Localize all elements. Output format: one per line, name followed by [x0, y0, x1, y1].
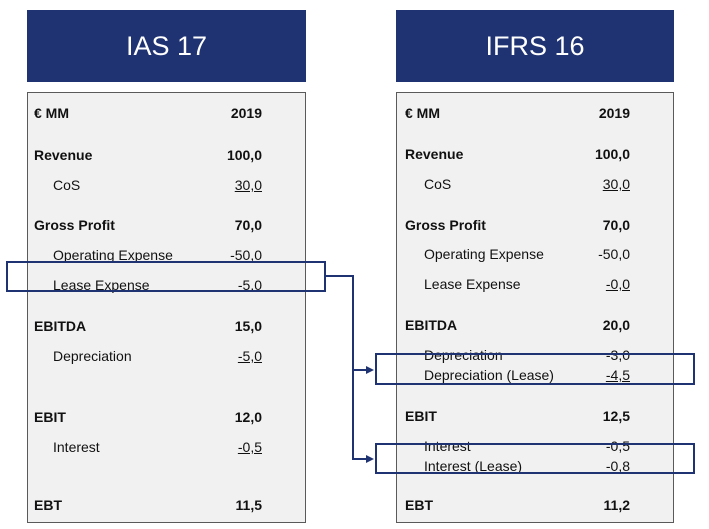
depreciation-lease-highlight — [375, 353, 695, 385]
line-item-interest: Interest -0,5 — [28, 439, 305, 459]
line-item-gross-profit: Gross Profit 70,0 — [397, 217, 673, 237]
line-item-depreciation: Depreciation -5,0 — [28, 348, 305, 368]
panel-body: € MM 2019 Revenue 100,0 CoS 30,0 Gross P… — [27, 92, 306, 523]
ifrs16-panel: IFRS 16 € MM 2019 Revenue 100,0 CoS 30,0… — [396, 10, 674, 523]
line-item-ebit: EBIT 12,0 — [28, 409, 305, 429]
currency-label: € MM — [34, 105, 69, 121]
line-item-label: EBT — [405, 497, 433, 513]
interest-lease-highlight — [375, 443, 695, 474]
line-item-ebt: EBT 11,2 — [397, 497, 673, 517]
line-item-value: -4,5 — [605, 367, 630, 383]
currency-label: € MM — [405, 105, 440, 121]
line-item-label: Lease Expense — [53, 277, 150, 293]
arrow-to-depreciation-lease — [326, 275, 374, 374]
line-item-label: Operating Expense — [424, 246, 544, 262]
header-row: € MM 2019 — [397, 105, 673, 125]
line-item-lease-expense: Lease Expense -5,0 — [28, 277, 305, 297]
line-item-depreciation: Depreciation -3,0 — [397, 347, 673, 367]
line-item-label: Interest (Lease) — [424, 458, 523, 474]
line-item-label: Lease Expense — [424, 276, 521, 292]
line-item-value: -5,0 — [237, 277, 262, 293]
line-item-label: Operating Expense — [53, 247, 173, 263]
line-item-gross-profit: Gross Profit 70,0 — [28, 217, 305, 237]
line-item-cos: CoS 30,0 — [28, 177, 305, 197]
line-item-value: -0,0 — [605, 276, 630, 292]
line-item-label: Interest — [53, 439, 100, 455]
line-item-label: Depreciation (Lease) — [424, 367, 554, 383]
year-label: 2019 — [598, 105, 630, 121]
line-item-label: EBIT — [405, 408, 437, 424]
line-item-revenue: Revenue 100,0 — [28, 147, 305, 167]
panel-header: IAS 17 — [27, 10, 306, 82]
line-item-interest: Interest -0,5 — [397, 438, 673, 458]
line-item-label: CoS — [424, 176, 452, 192]
line-item-value: 11,2 — [603, 497, 630, 513]
line-item-label: EBIT — [34, 409, 66, 425]
line-item-value: 30,0 — [234, 177, 262, 193]
line-item-label: Gross Profit — [405, 217, 486, 233]
line-item-value: -0,8 — [605, 458, 630, 474]
line-item-operating-expense: Operating Expense -50,0 — [397, 246, 673, 266]
line-item-label: Revenue — [34, 147, 93, 163]
line-item-value: 20,0 — [602, 317, 630, 333]
line-item-label: EBITDA — [405, 317, 458, 333]
line-item-label: EBITDA — [34, 318, 87, 334]
line-item-ebit: EBIT 12,5 — [397, 408, 673, 428]
line-item-revenue: Revenue 100,0 — [397, 146, 673, 166]
line-item-label: CoS — [53, 177, 81, 193]
line-item-value: 100,0 — [226, 147, 262, 163]
panel-title: IAS 17 — [125, 30, 208, 61]
line-item-value: 12,0 — [234, 409, 262, 425]
year-label: 2019 — [230, 105, 262, 121]
line-item-label: Depreciation — [53, 348, 132, 364]
header-row: € MM 2019 — [28, 105, 305, 125]
line-item-operating-expense: Operating Expense -50,0 — [28, 247, 305, 267]
line-item-value: 11,5 — [235, 497, 262, 513]
line-item-value: 15,0 — [234, 318, 262, 334]
line-item-value: -0,5 — [605, 438, 630, 454]
lease-expense-highlight — [6, 261, 326, 292]
line-item-value: -0,5 — [237, 439, 262, 455]
line-item-value: 12,5 — [602, 408, 630, 424]
line-item-value: -50,0 — [230, 247, 262, 263]
line-item-value: 70,0 — [602, 217, 630, 233]
line-item-value: 70,0 — [234, 217, 262, 233]
line-item-value: 30,0 — [602, 176, 630, 192]
line-item-label: Gross Profit — [34, 217, 115, 233]
line-item-cos: CoS 30,0 — [397, 176, 673, 196]
line-item-depreciation-lease: Depreciation (Lease) -4,5 — [397, 367, 673, 387]
line-item-lease-expense: Lease Expense -0,0 — [397, 276, 673, 296]
line-item-label: Depreciation — [424, 347, 503, 363]
line-item-ebitda: EBITDA 15,0 — [28, 318, 305, 338]
panel-body: € MM 2019 Revenue 100,0 CoS 30,0 Gross P… — [396, 92, 674, 523]
line-item-label: Interest — [424, 438, 471, 454]
line-item-label: EBT — [34, 497, 62, 513]
line-item-ebt: EBT 11,5 — [28, 497, 305, 517]
panel-header: IFRS 16 — [396, 10, 674, 82]
panel-title: IFRS 16 — [485, 30, 585, 61]
arrow-to-interest-lease — [352, 370, 374, 463]
line-item-value: -50,0 — [598, 246, 630, 262]
line-item-value: -5,0 — [237, 348, 262, 364]
ias17-panel: IAS 17 € MM 2019 Revenue 100,0 CoS 30,0 … — [27, 10, 306, 523]
line-item-interest-lease: Interest (Lease) -0,8 — [397, 458, 673, 478]
line-item-value: 100,0 — [594, 146, 630, 162]
line-item-ebitda: EBITDA 20,0 — [397, 317, 673, 337]
line-item-value: -3,0 — [605, 347, 630, 363]
line-item-label: Revenue — [405, 146, 464, 162]
